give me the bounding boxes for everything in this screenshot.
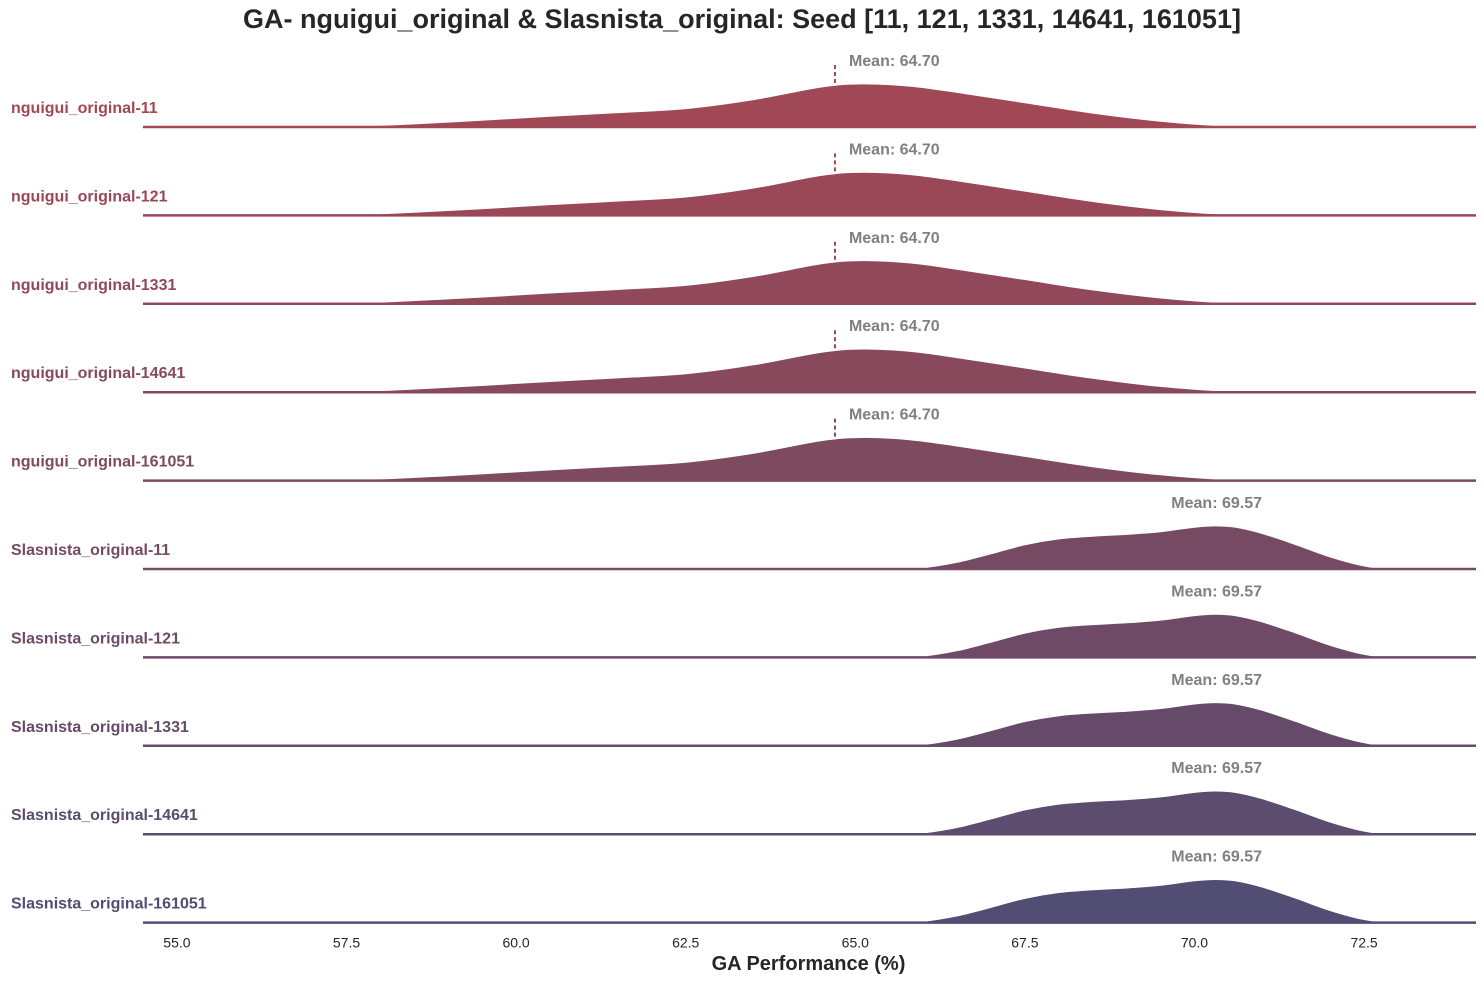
ridge-area [143, 260, 1476, 304]
x-axis-ticks: 55.0 57.5 60.0 62.5 65.0 67.5 70.0 72.5 [163, 935, 1378, 951]
x-tick-label: 57.5 [333, 935, 360, 951]
ridge-outline [142, 170, 1476, 217]
x-tick-label: 72.5 [1350, 935, 1377, 951]
ridge-area [143, 348, 1476, 393]
mean-label: Mean: 64.70 [849, 407, 940, 424]
mean-label: Mean: 64.70 [849, 318, 940, 335]
ridge-outline [142, 435, 1476, 482]
row-label: nguigui_original-1331 [11, 277, 176, 294]
ridge-area [143, 171, 1476, 216]
mean-label: Mean: 69.57 [1171, 495, 1262, 512]
row-label: nguigui_original-121 [11, 188, 168, 205]
chart-title: GA- nguigui_original & Slasnista_origina… [243, 4, 1241, 34]
ridge-area [143, 436, 1476, 481]
x-tick-label: 55.0 [163, 935, 190, 951]
ridge-area [143, 878, 1476, 923]
ridge-outline [142, 259, 1476, 305]
x-tick-label: 62.5 [672, 935, 699, 951]
x-tick-label: 67.5 [1011, 935, 1038, 951]
row-label: nguigui_original-14641 [11, 365, 185, 382]
ridge-area [143, 702, 1476, 747]
mean-label: Mean: 64.70 [849, 230, 940, 247]
mean-label: Mean: 69.57 [1171, 849, 1262, 866]
row-label: Slasnista_original-1331 [11, 719, 189, 736]
x-tick-label: 70.0 [1181, 935, 1208, 951]
ridge-outline [142, 82, 1476, 129]
mean-label: Mean: 69.57 [1171, 760, 1262, 777]
x-tick-label: 65.0 [842, 935, 869, 951]
row-label: Slasnista_original-11 [11, 542, 170, 559]
row-label: Slasnista_original-121 [11, 630, 180, 647]
mean-label: Mean: 69.57 [1171, 672, 1262, 689]
mean-label: Mean: 64.70 [849, 53, 940, 70]
row-label: Slasnista_original-14641 [11, 807, 198, 824]
ridge-outline [142, 347, 1476, 394]
ridges-group [142, 65, 1477, 924]
x-tick-label: 60.0 [502, 935, 529, 951]
row-label: nguigui_original-161051 [11, 454, 194, 471]
ridge-area [143, 613, 1476, 658]
mean-label: Mean: 64.70 [849, 141, 940, 158]
mean-label: Mean: 69.57 [1171, 583, 1262, 600]
row-label: nguigui_original-11 [11, 100, 158, 117]
ridge-area [143, 525, 1476, 570]
row-label: Slasnista_original-161051 [11, 896, 207, 913]
ridge-area [143, 790, 1476, 835]
row-labels-group: Mean: 64.70 nguigui_original-11 Mean: 64.7… [11, 53, 1262, 913]
ridge-area [143, 83, 1476, 128]
x-axis-label: GA Performance (%) [711, 953, 906, 975]
